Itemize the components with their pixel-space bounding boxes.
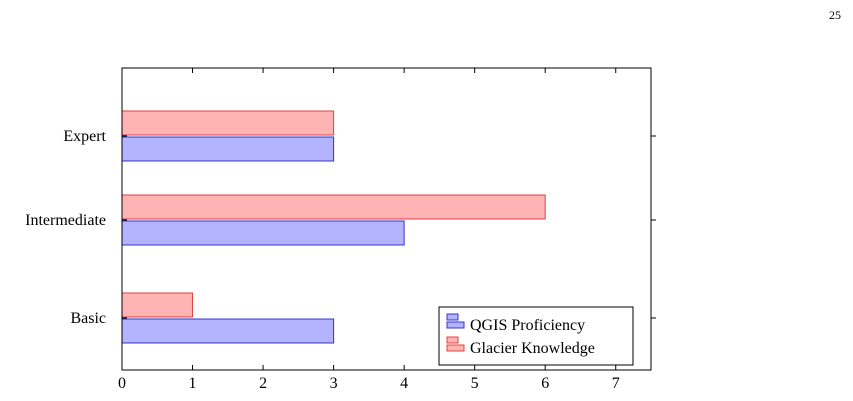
legend-swatch bbox=[446, 336, 459, 344]
x-tick-label: 0 bbox=[118, 375, 126, 392]
ticks-layer: 0 1 2 3 4 5 6 7 Basic Intermediate Expert bbox=[25, 68, 656, 392]
bar-qgis-proficiency-expert bbox=[121, 136, 335, 162]
legend-label-qgis-proficiency: QGIS Proficiency bbox=[470, 317, 585, 334]
legend-box bbox=[438, 306, 634, 366]
bar-glacier-knowledge-basic bbox=[121, 292, 194, 318]
x-tick-label: 3 bbox=[330, 375, 338, 392]
legend-label-glacier-knowledge: Glacier Knowledge bbox=[470, 340, 595, 357]
plot-frame bbox=[121, 67, 652, 371]
y-tick-label-intermediate: Intermediate bbox=[25, 212, 106, 229]
legend: QGIS Proficiency Glacier Knowledge bbox=[438, 306, 634, 366]
x-tick-label: 7 bbox=[612, 375, 620, 392]
bar-qgis-proficiency-basic bbox=[121, 318, 335, 344]
bar-glacier-knowledge-intermediate bbox=[121, 194, 546, 220]
y-tick-label-expert: Expert bbox=[63, 128, 106, 145]
page-number: 25 bbox=[829, 8, 841, 22]
bars-layer bbox=[121, 110, 546, 344]
legend-swatch bbox=[446, 321, 465, 329]
bar-qgis-proficiency-intermediate bbox=[121, 220, 405, 246]
x-tick-label: 6 bbox=[541, 375, 549, 392]
y-tick-label-basic: Basic bbox=[70, 310, 106, 327]
legend-swatch bbox=[446, 313, 459, 321]
x-tick-label: 4 bbox=[400, 375, 408, 392]
x-tick-label: 1 bbox=[189, 375, 197, 392]
x-tick-label: 5 bbox=[471, 375, 479, 392]
x-tick-label: 2 bbox=[259, 375, 267, 392]
legend-swatch bbox=[446, 344, 465, 352]
bar-glacier-knowledge-expert bbox=[121, 110, 335, 136]
